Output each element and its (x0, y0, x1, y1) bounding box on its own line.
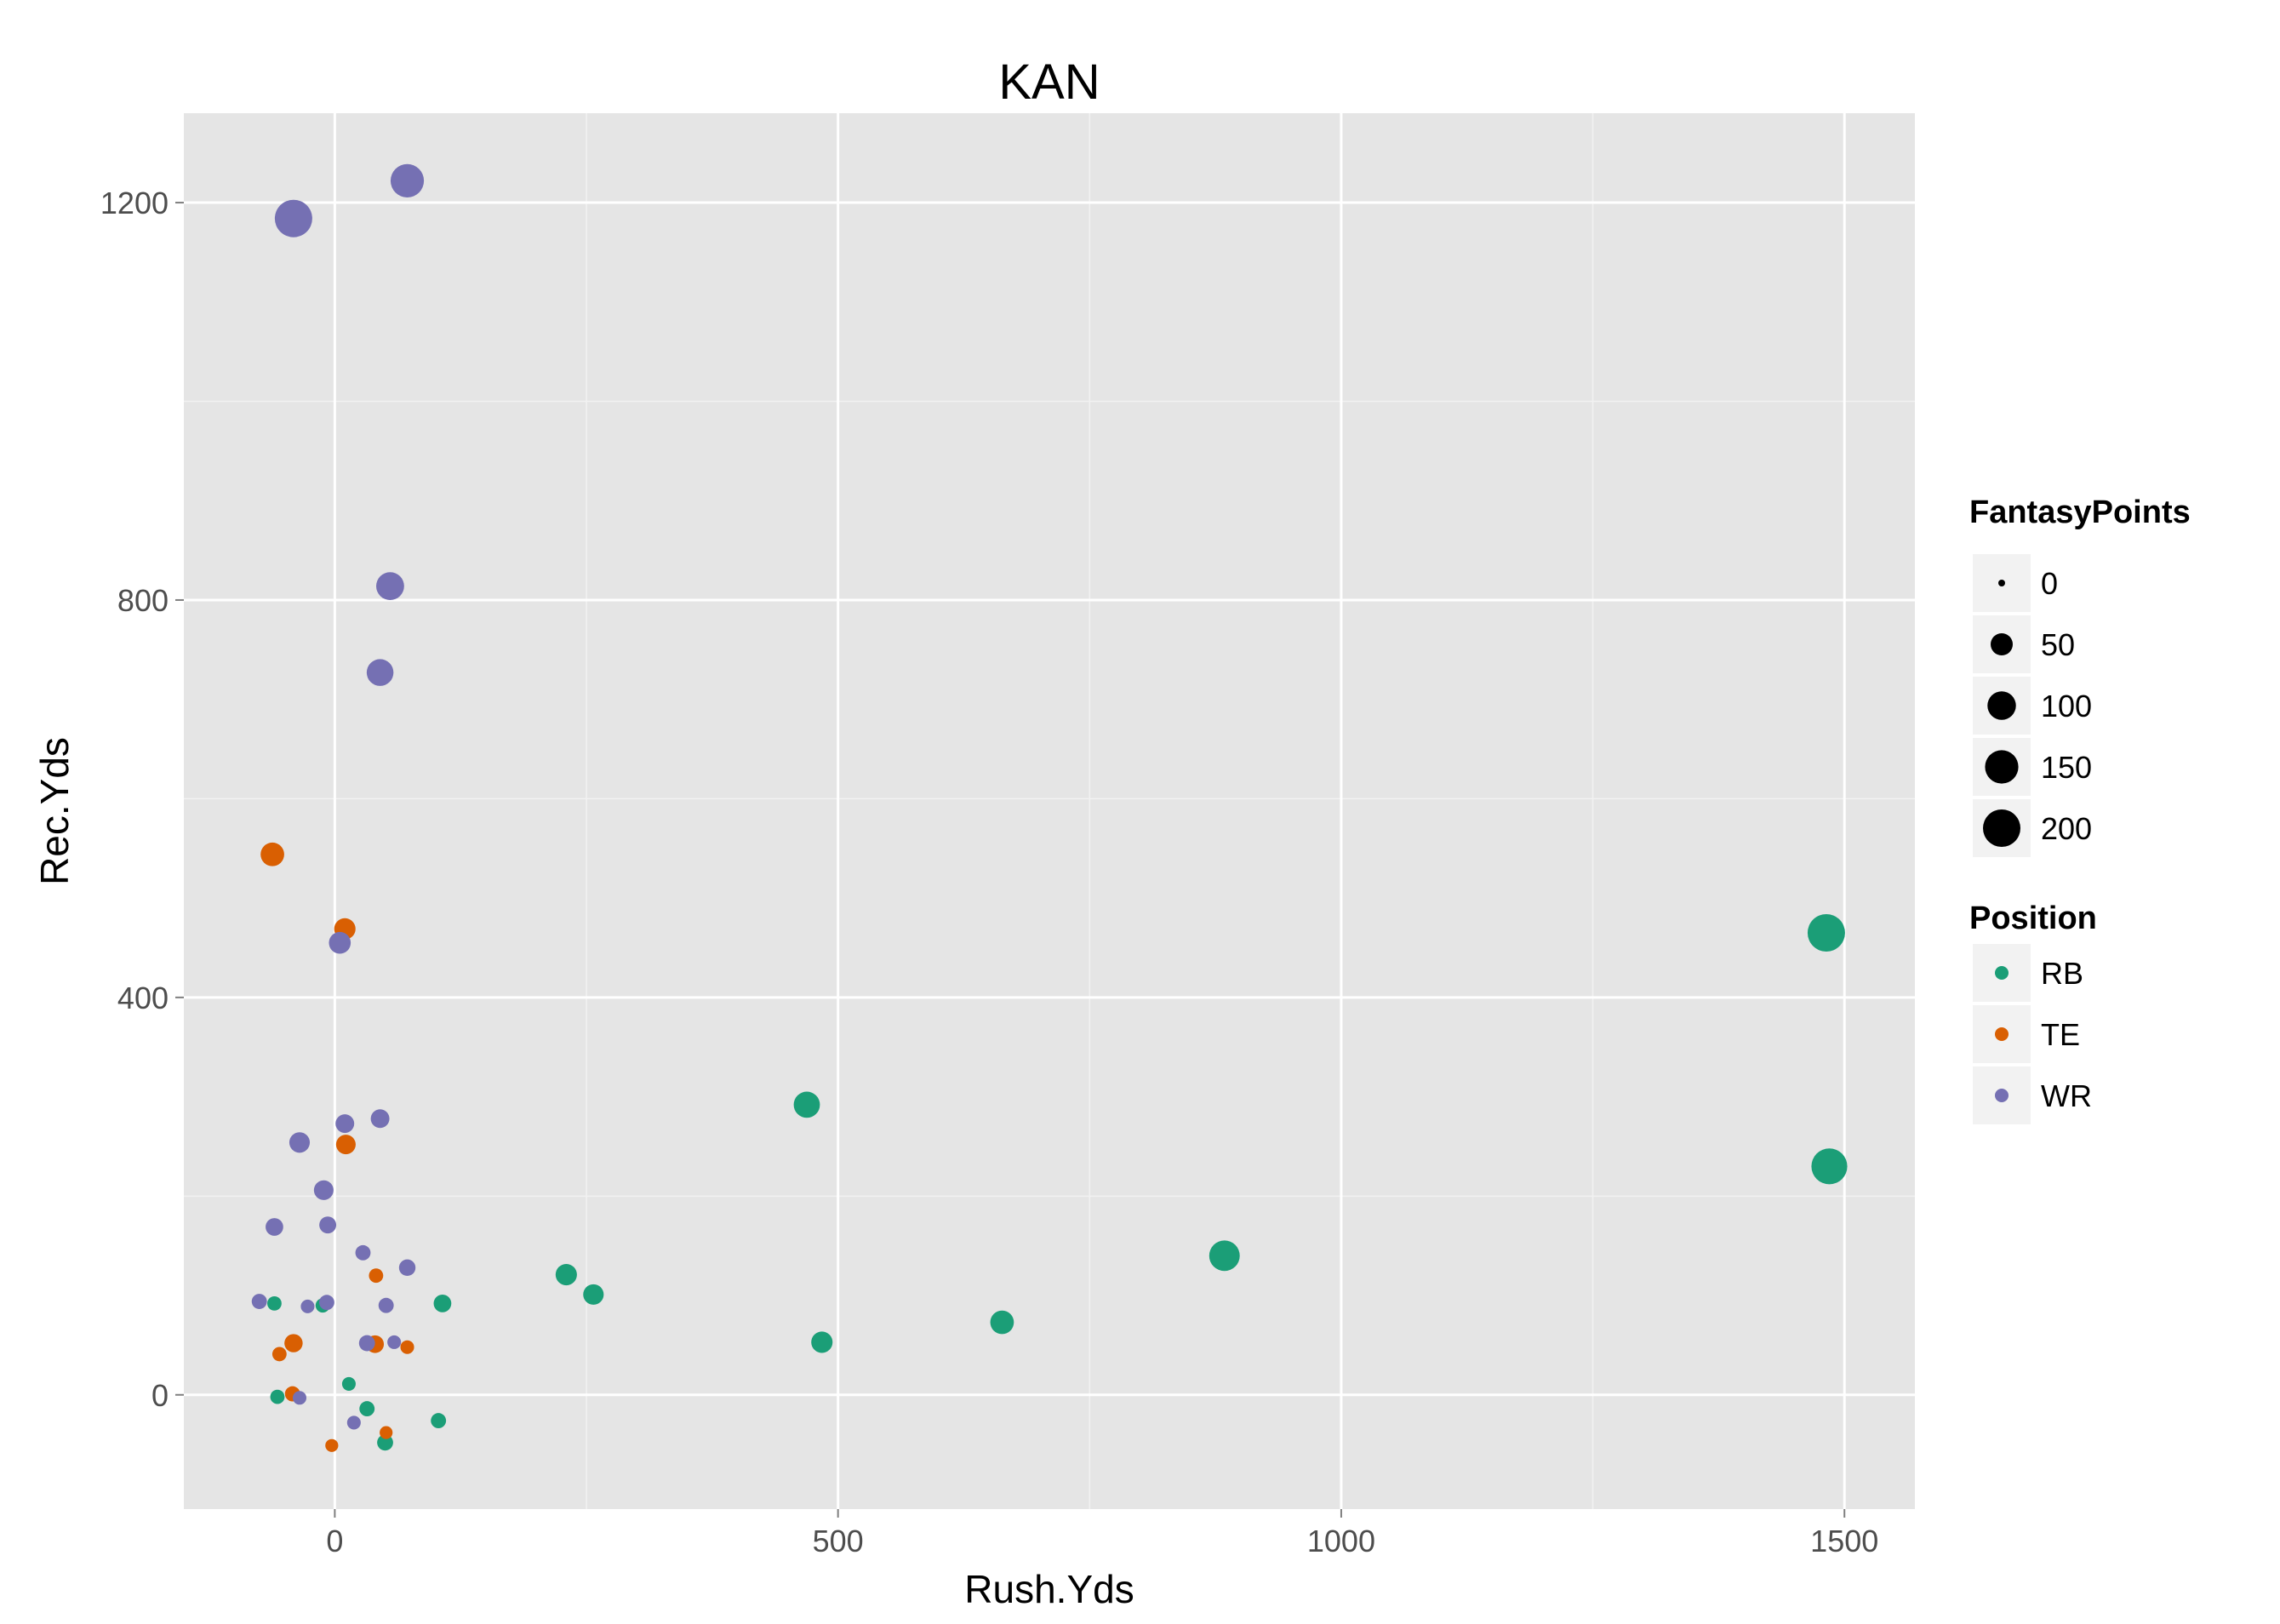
color-legend-label: WR (2041, 1078, 2092, 1113)
data-point (380, 1426, 393, 1439)
data-point (313, 1180, 334, 1200)
chart-title: KAN (998, 54, 1100, 110)
data-point (346, 1415, 361, 1430)
size-legend-label: 0 (2041, 566, 2058, 601)
data-point (376, 572, 404, 601)
points (251, 163, 1848, 1452)
data-point (555, 1263, 577, 1286)
size-legend-swatch (1983, 809, 2020, 847)
size-legend-title: FantasyPoints (1969, 495, 2191, 530)
size-legend-label: 200 (2041, 811, 2092, 846)
data-point (355, 1244, 371, 1261)
x-tick-label: 1000 (1307, 1524, 1375, 1558)
size-legend-label: 50 (2041, 627, 2075, 662)
data-point (270, 1389, 285, 1404)
data-point (335, 1114, 355, 1134)
data-point (341, 1376, 356, 1391)
data-point (387, 1335, 402, 1349)
data-point (793, 1091, 820, 1118)
data-point (370, 1109, 390, 1129)
size-legend-swatch (1991, 633, 2013, 655)
color-legend: Position RB TE WR (1969, 901, 2097, 1124)
data-point (358, 1335, 375, 1352)
data-point (377, 1434, 393, 1451)
data-point (359, 1401, 375, 1417)
data-point (369, 1268, 384, 1284)
color-legend-swatch (1995, 1027, 2009, 1041)
data-point (431, 1413, 447, 1429)
data-point (266, 1218, 283, 1236)
y-tick-label: 0 (151, 1378, 169, 1413)
size-legend-swatch (1998, 580, 2005, 586)
data-point (390, 163, 425, 197)
series-te (260, 842, 414, 1452)
data-point (378, 1297, 394, 1313)
y-axis-label: Rec.Yds (32, 737, 77, 885)
y-tick-label: 800 (117, 583, 169, 618)
color-legend-label: RB (2041, 956, 2083, 991)
data-point (433, 1295, 452, 1312)
y-tick-label: 400 (117, 981, 169, 1015)
data-point (990, 1310, 1014, 1335)
color-legend-swatch (1995, 966, 2009, 980)
data-point (274, 199, 312, 237)
y-axis-ticks: 0 400 800 1200 (100, 186, 184, 1413)
data-point (318, 1295, 334, 1311)
data-point (251, 1294, 267, 1309)
data-point (329, 931, 351, 954)
data-point (1807, 913, 1845, 952)
x-tick-label: 1500 (1810, 1524, 1878, 1558)
size-legend: FantasyPoints 0 50 100 150 200 (1969, 495, 2191, 857)
data-point (811, 1331, 833, 1353)
size-legend-keys: 0 50 100 150 200 (1973, 554, 2092, 857)
color-legend-keys: RB TE WR (1973, 944, 2092, 1124)
data-point (292, 1391, 307, 1405)
data-point (398, 1259, 416, 1277)
x-tick-label: 500 (813, 1524, 864, 1558)
grid-minor (184, 113, 1915, 1509)
size-legend-swatch (1987, 691, 2016, 720)
x-axis-label: Rush.Yds (964, 1567, 1134, 1611)
data-point (267, 1295, 282, 1311)
data-point (1209, 1240, 1240, 1272)
data-point (271, 1347, 287, 1362)
data-point (325, 1438, 339, 1452)
y-tick-label: 1200 (100, 186, 169, 220)
data-point (260, 842, 284, 866)
grid-major (184, 113, 1915, 1509)
data-point (319, 1216, 337, 1234)
data-point (1811, 1148, 1848, 1185)
plot-panel (184, 113, 1915, 1509)
color-legend-swatch (1995, 1089, 2009, 1102)
data-point (289, 1132, 311, 1153)
data-point (400, 1340, 414, 1354)
series-wr (251, 163, 425, 1430)
x-tick-label: 0 (326, 1524, 343, 1558)
data-point (284, 1334, 303, 1352)
x-axis-ticks: 0 500 1000 1500 (326, 1509, 1878, 1558)
data-point (300, 1299, 315, 1313)
data-point (366, 659, 394, 686)
size-legend-label: 150 (2041, 750, 2092, 785)
size-legend-label: 100 (2041, 689, 2092, 723)
data-point (335, 1135, 356, 1155)
color-legend-title: Position (1969, 901, 2097, 936)
color-legend-label: TE (2041, 1017, 2080, 1052)
data-point (583, 1284, 604, 1305)
size-legend-swatch (1985, 750, 2019, 784)
